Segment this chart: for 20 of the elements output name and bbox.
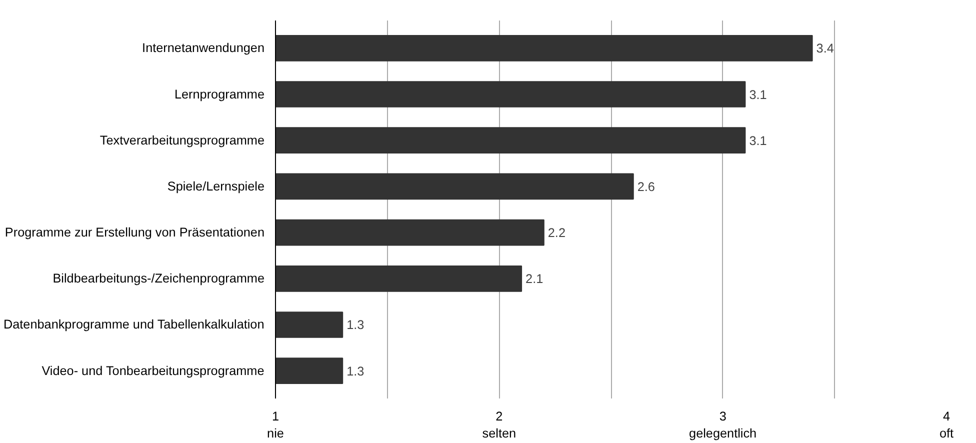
x-tick-label: 3 gelegentlich: [689, 410, 757, 440]
data-label: 2.1: [526, 272, 544, 286]
y-tick-label: Datenbankprogramme und Tabellenkalkulation: [3, 318, 264, 332]
data-label: 2.6: [637, 180, 655, 194]
data-label: 1.3: [346, 364, 364, 378]
data-label: 3.1: [749, 134, 767, 148]
y-tick-label: Lernprogramme: [174, 87, 265, 102]
x-tick-label: 4 oft: [939, 410, 954, 440]
y-tick-label: Video- und Tonbearbeitungsprogramme: [42, 364, 264, 378]
data-label: 3.1: [749, 88, 767, 102]
y-tick-label: Spiele/Lernspiele: [167, 179, 265, 194]
y-tick-label: Programme zur Erstellung von Präsentationen: [4, 226, 265, 240]
y-tick-label: Bildbearbeitungs-/Zeichenprogramme: [52, 272, 265, 286]
data-label: 2.2: [548, 226, 566, 240]
x-tick-label: 1 nie: [267, 410, 284, 440]
data-label: 1.3: [346, 318, 364, 332]
y-tick-label: Internetanwendungen: [142, 41, 265, 56]
data-label: 3.4: [816, 42, 834, 56]
x-tick-label: 2 selten: [482, 410, 516, 440]
y-tick-label: Textverarbeitungsprogramme: [100, 133, 265, 148]
